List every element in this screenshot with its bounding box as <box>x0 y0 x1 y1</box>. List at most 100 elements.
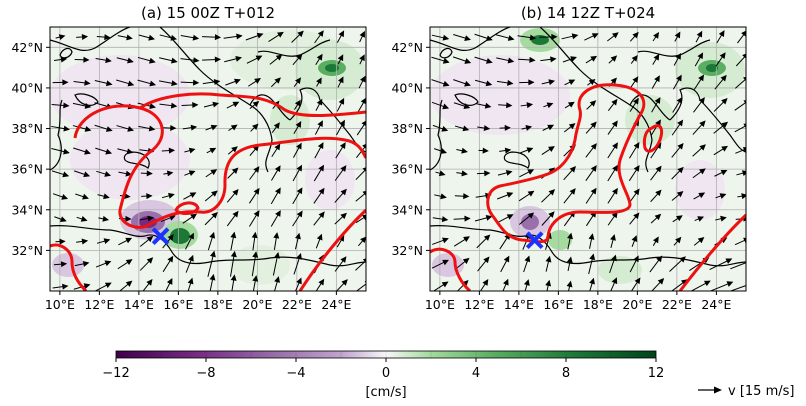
wind-vector <box>650 165 662 181</box>
wind-vector <box>117 34 133 41</box>
wind-vector <box>52 193 69 200</box>
wind-vector <box>694 52 704 67</box>
wind-vector <box>334 212 347 225</box>
wind-vector <box>499 124 511 131</box>
wind-vector <box>541 146 555 155</box>
wind-vector <box>476 170 491 177</box>
wind-vector <box>74 56 90 63</box>
wind-vector <box>51 170 70 178</box>
wind-vector <box>315 233 323 249</box>
quiver-key-label: v [15 m/s] <box>728 384 794 399</box>
wind-vector <box>715 52 726 67</box>
wind-vector <box>500 255 510 273</box>
wind-vector <box>76 33 89 40</box>
wind-vector <box>431 56 450 64</box>
wind-vector <box>652 53 660 65</box>
wind-vector <box>204 211 218 226</box>
wind-vector <box>335 279 348 291</box>
wind-vector <box>270 187 281 205</box>
wind-vector <box>96 34 111 41</box>
wind-vector <box>251 231 258 251</box>
wind-vector <box>454 125 470 132</box>
wind-vector <box>671 119 684 136</box>
wind-vector <box>650 213 662 224</box>
wind-vector <box>96 238 111 245</box>
wind-vector <box>729 285 746 291</box>
wind-vector <box>292 187 303 205</box>
wind-vector <box>545 279 552 291</box>
x-tick-label: 24°E <box>321 297 351 312</box>
wind-vector <box>269 54 283 65</box>
wind-vector <box>431 259 450 269</box>
x-tick-label: 20°E <box>622 297 652 312</box>
x-tick-label: 16°E <box>163 297 193 312</box>
wind-vector <box>713 121 729 134</box>
wind-vector <box>693 74 705 90</box>
wind-vector <box>159 34 178 41</box>
wind-vector <box>563 123 576 133</box>
wind-vector <box>567 232 573 250</box>
wind-vector <box>453 33 471 41</box>
panel-b-title: (b) 14 12Z T+024 <box>521 4 655 22</box>
wind-vector <box>163 170 174 177</box>
wind-vector <box>55 238 66 245</box>
wind-vector <box>137 79 157 87</box>
wind-vector <box>223 33 243 40</box>
wind-vector <box>336 30 345 43</box>
wind-vector <box>293 142 302 158</box>
wind-vector <box>478 147 489 154</box>
wind-vector <box>334 188 347 203</box>
wind-vector <box>203 101 220 108</box>
colorbar-tick-label: −4 <box>286 366 305 381</box>
wind-vector <box>674 31 681 42</box>
wind-vector <box>692 144 706 157</box>
wind-vector <box>138 34 155 41</box>
wind-vector <box>161 147 176 154</box>
wind-vector <box>226 210 239 227</box>
wind-vector <box>334 256 347 272</box>
wind-vector <box>672 74 682 90</box>
wind-vector <box>589 277 595 291</box>
y-tick-label: 42°N <box>391 40 423 55</box>
x-tick-label: 24°E <box>701 297 731 312</box>
wind-vector <box>53 56 68 63</box>
x-tick-label: 12°E <box>84 297 114 312</box>
wind-vector <box>628 188 640 204</box>
wind-vector <box>650 189 662 203</box>
wind-vector <box>161 192 175 199</box>
wind-vector <box>313 164 325 182</box>
wind-vector <box>291 30 304 43</box>
wind-vector <box>249 210 260 227</box>
panel-a-y-ticks: 32°N 34°N 36°N 38°N 40°N 42°N <box>11 40 50 258</box>
map-panel-b: (b) 14 12Z T+024 <box>391 4 747 312</box>
wind-vector <box>293 253 302 275</box>
wind-vector <box>116 125 135 132</box>
wind-vector <box>140 170 153 177</box>
wind-vector <box>520 102 534 109</box>
wind-vector <box>519 169 535 178</box>
wind-vector <box>479 279 489 291</box>
wind-vector <box>652 236 659 246</box>
wind-vector <box>434 193 447 200</box>
wind-vector <box>227 167 239 179</box>
wind-vector <box>456 170 468 177</box>
panel-b-x-ticks: 10°E 12°E 14°E 16°E 18°E 20°E 22°E 24°E <box>425 291 731 312</box>
x-tick-label: 18°E <box>203 297 233 312</box>
wind-vector <box>454 193 470 200</box>
wind-vector <box>629 255 639 273</box>
wind-vector <box>95 147 113 155</box>
y-tick-label: 40°N <box>11 80 43 95</box>
wind-vector <box>673 236 682 246</box>
wind-vector <box>207 250 216 277</box>
wind-vector <box>695 30 703 43</box>
wind-vector <box>355 258 366 271</box>
wind-vector <box>292 164 303 182</box>
wind-vector <box>227 146 238 155</box>
wind-vector <box>692 168 706 179</box>
colorbar-ticks: −12 −8 −4 0 4 8 12 <box>102 351 664 381</box>
wind-vector <box>202 34 222 41</box>
wind-vector <box>337 54 344 65</box>
wind-vector <box>543 102 554 109</box>
y-tick-label: 36°N <box>11 162 43 177</box>
wind-vector <box>141 193 153 200</box>
